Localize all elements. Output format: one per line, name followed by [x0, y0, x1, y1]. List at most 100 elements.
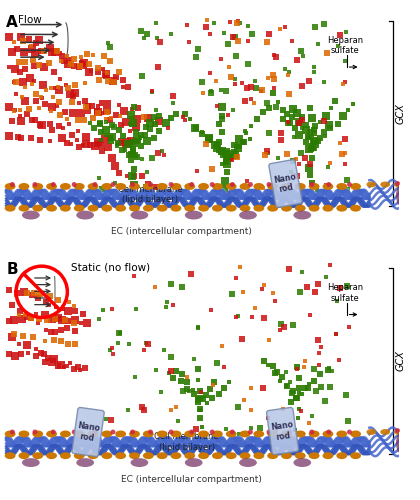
Point	[129, 105, 136, 113]
Point	[265, 74, 271, 82]
Point	[198, 388, 205, 396]
Ellipse shape	[253, 430, 264, 438]
Point	[274, 368, 281, 376]
Point	[132, 373, 139, 381]
Point	[41, 350, 47, 358]
Point	[58, 337, 64, 345]
Point	[109, 305, 116, 313]
Point	[314, 186, 321, 194]
Point	[109, 76, 116, 84]
Point	[42, 100, 48, 108]
Point	[186, 38, 192, 46]
Point	[228, 74, 235, 82]
Point	[123, 118, 129, 126]
Point	[302, 357, 308, 365]
Point	[232, 76, 239, 84]
Point	[289, 190, 295, 198]
Point	[270, 289, 276, 297]
Point	[184, 378, 191, 386]
Point	[161, 346, 168, 354]
Point	[224, 160, 231, 168]
Point	[322, 132, 329, 140]
Point	[133, 128, 140, 136]
Point	[69, 92, 76, 100]
Ellipse shape	[336, 204, 347, 212]
Point	[58, 134, 65, 141]
Point	[294, 394, 300, 402]
Point	[218, 148, 224, 156]
Point	[55, 296, 62, 304]
Point	[9, 333, 16, 341]
Point	[26, 74, 33, 82]
Point	[102, 131, 109, 139]
Point	[56, 98, 63, 106]
Point	[49, 316, 55, 324]
Point	[299, 390, 305, 398]
Point	[58, 361, 64, 369]
Point	[36, 36, 42, 44]
Point	[113, 110, 120, 118]
Circle shape	[267, 430, 271, 434]
Point	[17, 112, 24, 120]
Point	[142, 182, 149, 190]
Point	[151, 134, 158, 142]
Point	[81, 59, 87, 67]
Point	[219, 103, 226, 111]
Point	[97, 128, 104, 136]
Ellipse shape	[239, 210, 257, 220]
Text: EC (intercellular compartment): EC (intercellular compartment)	[121, 475, 262, 484]
Point	[310, 64, 317, 72]
Point	[190, 390, 197, 398]
Point	[13, 90, 19, 98]
Point	[312, 140, 318, 148]
Point	[327, 124, 334, 132]
Point	[134, 136, 140, 143]
Point	[46, 120, 53, 128]
Ellipse shape	[143, 430, 154, 438]
Point	[142, 131, 148, 139]
Point	[284, 118, 291, 126]
Point	[99, 146, 105, 154]
Point	[64, 116, 71, 124]
Point	[183, 372, 190, 380]
Point	[6, 102, 13, 110]
Point	[145, 114, 152, 122]
Ellipse shape	[239, 458, 257, 467]
Point	[71, 316, 78, 324]
Point	[49, 48, 55, 56]
Ellipse shape	[74, 183, 85, 190]
Circle shape	[347, 182, 352, 187]
Point	[264, 147, 270, 155]
Ellipse shape	[185, 210, 202, 220]
Point	[141, 34, 147, 42]
Ellipse shape	[74, 452, 85, 459]
Point	[156, 116, 163, 124]
Ellipse shape	[267, 204, 278, 212]
Point	[290, 104, 297, 112]
Point	[283, 382, 290, 390]
Point	[13, 78, 19, 86]
Point	[125, 140, 131, 148]
Point	[58, 52, 65, 60]
Point	[102, 116, 109, 124]
Point	[131, 140, 137, 147]
Point	[52, 48, 58, 56]
Point	[103, 72, 110, 80]
Point	[87, 119, 93, 127]
Point	[117, 328, 123, 336]
Point	[47, 44, 54, 52]
Ellipse shape	[212, 183, 223, 190]
Point	[6, 350, 13, 358]
Point	[87, 141, 93, 149]
Point	[66, 56, 72, 64]
Point	[333, 330, 339, 338]
Point	[197, 406, 204, 414]
Point	[218, 146, 225, 154]
Point	[6, 34, 13, 42]
Ellipse shape	[239, 452, 250, 459]
Point	[299, 124, 305, 132]
Point	[299, 113, 305, 121]
Point	[111, 123, 118, 131]
Point	[141, 113, 148, 121]
Point	[131, 182, 138, 190]
